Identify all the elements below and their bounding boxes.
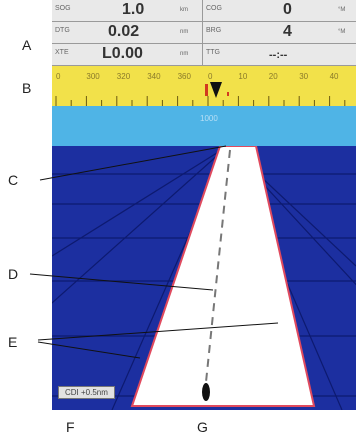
cdi-scale-box: CDI +0.5nm [58, 386, 115, 399]
data-panel: SOG 1.0 km COG 0 °M DTG 0.02 nm BRG 4 °M [52, 0, 356, 66]
data-row-dtg-brg: DTG 0.02 nm BRG 4 °M [52, 22, 356, 44]
course-lane [130, 146, 316, 407]
data-cell-brg: BRG 4 °M [203, 22, 356, 44]
callout-b: B [22, 80, 32, 96]
course-centerline [205, 149, 231, 383]
compass-ticks [55, 96, 346, 106]
data-cell-cog: COG 0 °M [203, 0, 356, 22]
compass-tick-label: 0 [208, 72, 213, 81]
data-cell-ttg: TTG --:-- [203, 44, 356, 66]
callout-d: D [8, 266, 19, 282]
data-cell-sog: SOG 1.0 km [52, 0, 202, 22]
data-cell-dtg: DTG 0.02 nm [52, 22, 202, 44]
dtg-unit: nm [180, 29, 189, 35]
sky-band: 1000 [52, 106, 356, 146]
dtg-label: DTG [55, 27, 70, 34]
compass-tick-label: 0 [56, 72, 61, 81]
compass-tick-labels: 0 300 320 340 360 0 10 20 30 40 [56, 72, 339, 81]
callout-a: A [22, 37, 32, 53]
waypoint-marker [227, 92, 229, 96]
compass-tick-label: 20 [269, 72, 278, 81]
compass-tick-label: 360 [178, 72, 192, 81]
compass-tick-label: 10 [238, 72, 247, 81]
compass-tick-label: 30 [299, 72, 308, 81]
leader-e-lower [37, 341, 141, 359]
cog-label: COG [206, 5, 222, 12]
vessel-marker [202, 383, 210, 401]
sky-label: 1000 [200, 114, 218, 123]
data-panel-divider [202, 0, 203, 66]
compass-tick-label: 340 [147, 72, 161, 81]
cog-value: 0 [283, 1, 292, 18]
ttg-value: --:-- [269, 49, 288, 61]
compass-tick-label: 320 [117, 72, 131, 81]
heading-pointer [210, 82, 222, 98]
compass-tick-label: 300 [86, 72, 100, 81]
highway-perspective-plane [52, 146, 356, 410]
highway-screen: 1000 0 300 320 340 360 0 10 20 30 40 SOG 1.0 km C… [52, 0, 356, 410]
cdi-scale-text: CDI +0.5nm [65, 388, 108, 397]
leader-c [39, 145, 227, 181]
xte-value: L0.00 [102, 45, 143, 62]
leader-d [29, 273, 214, 291]
sog-unit: km [180, 7, 188, 13]
heading-bug-left [205, 84, 208, 96]
ttg-label: TTG [206, 49, 220, 56]
data-row-sog-cog: SOG 1.0 km COG 0 °M [52, 0, 356, 22]
leader-e-upper [37, 322, 279, 341]
compass-tick-label: 40 [330, 72, 339, 81]
data-cell-xte: XTE L0.00 nm [52, 44, 202, 66]
brg-unit: °M [338, 29, 346, 35]
brg-value: 4 [283, 23, 292, 40]
callout-c: C [8, 172, 19, 188]
compass-tape: 0 300 320 340 360 0 10 20 30 40 [52, 66, 356, 106]
data-row-xte-ttg: XTE L0.00 nm TTG --:-- [52, 44, 356, 66]
callout-e: E [8, 334, 18, 350]
callout-f: F [66, 419, 75, 435]
cog-unit: °M [338, 7, 346, 13]
dtg-value: 0.02 [108, 23, 140, 40]
brg-label: BRG [206, 27, 222, 34]
sog-label: SOG [55, 5, 71, 12]
xte-label: XTE [55, 49, 69, 56]
xte-unit: nm [180, 51, 189, 57]
callout-g: G [197, 419, 208, 435]
sog-value: 1.0 [122, 1, 145, 18]
